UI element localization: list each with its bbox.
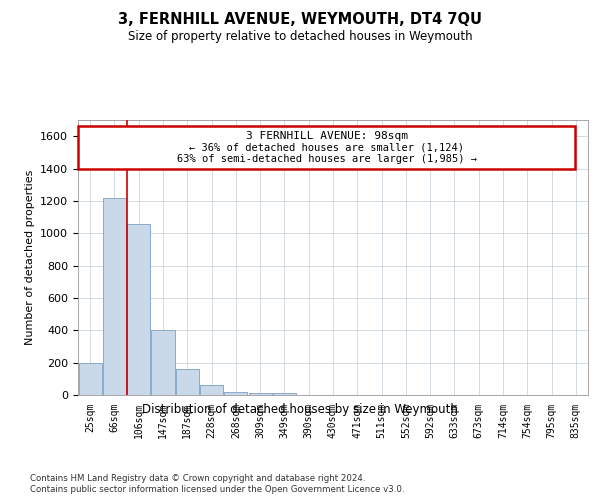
Bar bbox=[127, 224, 150, 395]
FancyBboxPatch shape bbox=[79, 126, 575, 168]
Bar bbox=[79, 362, 101, 395]
Text: Contains public sector information licensed under the Open Government Licence v3: Contains public sector information licen… bbox=[30, 485, 404, 494]
Text: 63% of semi-detached houses are larger (1,985) →: 63% of semi-detached houses are larger (… bbox=[177, 154, 477, 164]
Bar bbox=[248, 392, 272, 395]
Bar bbox=[176, 369, 199, 395]
Text: Contains HM Land Registry data © Crown copyright and database right 2024.: Contains HM Land Registry data © Crown c… bbox=[30, 474, 365, 483]
Text: ← 36% of detached houses are smaller (1,124): ← 36% of detached houses are smaller (1,… bbox=[190, 142, 464, 152]
Bar bbox=[151, 330, 175, 395]
Bar bbox=[224, 392, 247, 395]
Bar bbox=[200, 386, 223, 395]
Text: Size of property relative to detached houses in Weymouth: Size of property relative to detached ho… bbox=[128, 30, 472, 43]
Y-axis label: Number of detached properties: Number of detached properties bbox=[25, 170, 35, 345]
Bar bbox=[103, 198, 126, 395]
Text: 3, FERNHILL AVENUE, WEYMOUTH, DT4 7QU: 3, FERNHILL AVENUE, WEYMOUTH, DT4 7QU bbox=[118, 12, 482, 28]
Bar bbox=[273, 394, 296, 395]
Text: Distribution of detached houses by size in Weymouth: Distribution of detached houses by size … bbox=[142, 402, 458, 415]
Text: 3 FERNHILL AVENUE: 98sqm: 3 FERNHILL AVENUE: 98sqm bbox=[246, 130, 408, 140]
